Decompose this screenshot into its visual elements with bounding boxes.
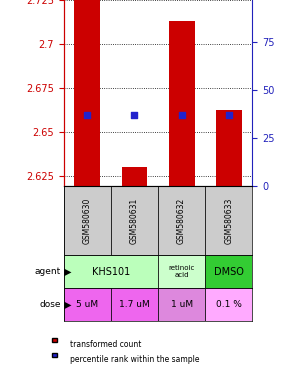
Bar	[205, 186, 252, 255]
Bar	[169, 21, 195, 186]
Text: 1 uM: 1 uM	[171, 300, 193, 309]
Bar	[111, 288, 158, 321]
Text: GSM580632: GSM580632	[177, 198, 186, 244]
Bar	[216, 111, 242, 186]
Text: 5 uM: 5 uM	[76, 300, 98, 309]
Text: ▶: ▶	[64, 266, 71, 277]
Bar	[75, 0, 100, 186]
Point	[132, 112, 137, 118]
Text: GSM580633: GSM580633	[224, 198, 233, 244]
Text: 0.1 %: 0.1 %	[216, 300, 242, 309]
Text: dose: dose	[39, 300, 61, 309]
Text: percentile rank within the sample: percentile rank within the sample	[70, 355, 199, 364]
Point	[85, 112, 90, 118]
Text: GSM580631: GSM580631	[130, 198, 139, 244]
Point	[226, 112, 231, 118]
Text: agent: agent	[35, 267, 61, 276]
Point	[179, 112, 184, 118]
Bar	[64, 288, 111, 321]
Bar	[158, 186, 205, 255]
Bar	[64, 186, 111, 255]
Text: retinoic
acid: retinoic acid	[168, 265, 195, 278]
Bar	[64, 255, 158, 288]
Text: transformed count: transformed count	[70, 340, 141, 349]
Text: ▶: ▶	[64, 299, 71, 310]
Text: DMSO: DMSO	[214, 266, 244, 277]
Text: GSM580630: GSM580630	[83, 198, 92, 244]
Bar	[205, 288, 252, 321]
Bar	[111, 186, 158, 255]
Bar	[122, 167, 147, 186]
Text: 1.7 uM: 1.7 uM	[119, 300, 150, 309]
Bar	[205, 255, 252, 288]
Bar	[158, 288, 205, 321]
Text: KHS101: KHS101	[92, 266, 130, 277]
Bar	[158, 255, 205, 288]
